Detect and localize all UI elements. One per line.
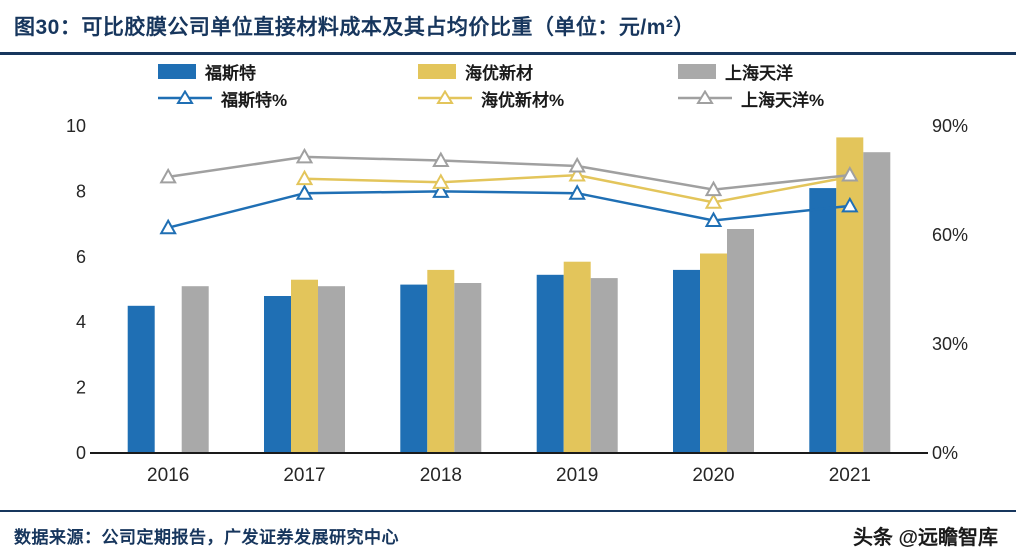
legend-line-marker-icon bbox=[158, 90, 212, 104]
bar-福斯特-2020 bbox=[673, 269, 700, 453]
triangle-marker-icon bbox=[568, 156, 586, 173]
triangle-marker-icon bbox=[295, 147, 314, 164]
legend-item-line-2: 上海天洋% bbox=[678, 88, 938, 110]
bar-海优新材-2018 bbox=[427, 269, 455, 453]
bar-上海天洋-2016 bbox=[181, 286, 209, 453]
footer-rule bbox=[0, 510, 1016, 512]
triangle-marker-icon bbox=[568, 184, 586, 200]
legend-label: 福斯特% bbox=[221, 90, 288, 110]
bar-上海天洋-2019 bbox=[590, 278, 618, 453]
bar-海优新材-2020 bbox=[700, 253, 727, 453]
bar-福斯特-2016 bbox=[127, 305, 155, 453]
triangle-marker-icon bbox=[432, 173, 450, 189]
triangle-marker-icon bbox=[704, 211, 723, 227]
axis-label: 10 bbox=[66, 116, 86, 136]
axis-label: 2019 bbox=[556, 465, 598, 486]
bar-海优新材-2021 bbox=[836, 137, 864, 453]
bar-福斯特-2018 bbox=[400, 284, 428, 453]
axis-label: 6 bbox=[76, 247, 86, 267]
legend-label: 上海天洋% bbox=[741, 90, 825, 110]
triangle-marker-icon bbox=[159, 167, 177, 184]
line-福斯特% bbox=[167, 190, 850, 229]
legend-line-marker-icon bbox=[418, 90, 472, 104]
axis-label: 30% bbox=[932, 334, 968, 354]
data-source: 数据来源：公司定期报告，广发证券发展研究中心 bbox=[14, 528, 399, 547]
legend-label: 海优新材% bbox=[481, 90, 565, 110]
legend-line-marker-icon bbox=[678, 90, 732, 104]
legend-item-line-1: 海优新材% bbox=[418, 88, 678, 110]
legend-item-bar-0: 福斯特 bbox=[158, 61, 418, 83]
triangle-marker-icon bbox=[704, 180, 723, 197]
chart-legend: 福斯特 海优新材 上海天洋 福斯特% 海优新材% 上海天洋% bbox=[158, 61, 1016, 110]
axis-label: 2018 bbox=[420, 465, 462, 486]
combo-chart: 0 2 4 6 8 10 0% 30% 60% 90% 2016 2017 2018 2019 2020 20… bbox=[66, 116, 968, 486]
legend-bar-swatch bbox=[418, 63, 456, 79]
axis-label: 60% bbox=[932, 225, 968, 245]
legend-bar-swatch bbox=[678, 63, 716, 79]
legend-bar-swatch bbox=[158, 63, 196, 79]
bar-上海天洋-2021 bbox=[863, 152, 891, 453]
axis-label: 2021 bbox=[829, 465, 871, 486]
axis-label: 0 bbox=[76, 443, 86, 463]
axis-label: 0% bbox=[932, 443, 958, 463]
legend-label: 上海天洋 bbox=[725, 63, 793, 83]
axis-label: 2017 bbox=[283, 465, 325, 486]
triangle-marker-icon bbox=[295, 169, 314, 186]
chart-area: 0 2 4 6 8 10 0% 30% 60% 90% 2016 2017 2018 2019 2020 20… bbox=[0, 108, 1016, 490]
bar-上海天洋-2018 bbox=[454, 283, 482, 453]
axis-label: 2016 bbox=[147, 465, 189, 486]
axis-label: 8 bbox=[76, 181, 86, 201]
figure-footer: 数据来源：公司定期报告，广发证券发展研究中心 头条 @远瞻智库 bbox=[0, 510, 1016, 560]
triangle-marker-icon bbox=[704, 193, 723, 209]
axis-label: 2 bbox=[76, 378, 86, 398]
axis-label: 4 bbox=[76, 312, 86, 332]
legend-item-bar-2: 上海天洋 bbox=[678, 61, 938, 83]
axis-label: 2020 bbox=[692, 465, 734, 486]
axis-label: 90% bbox=[932, 116, 968, 136]
bar-福斯特-2019 bbox=[536, 274, 564, 453]
bar-福斯特-2021 bbox=[809, 188, 837, 453]
bar-上海天洋-2017 bbox=[318, 286, 345, 453]
legend-item-line-0: 福斯特% bbox=[158, 88, 418, 110]
legend-label: 福斯特 bbox=[205, 63, 256, 83]
title-rule bbox=[0, 52, 1016, 55]
watermark: 头条 @远瞻智库 bbox=[852, 527, 998, 549]
bar-上海天洋-2020 bbox=[727, 229, 754, 453]
legend-label: 海优新材 bbox=[465, 63, 533, 83]
legend-triangle-icon bbox=[176, 90, 194, 104]
triangle-marker-icon bbox=[159, 218, 177, 235]
bar-海优新材-2019 bbox=[563, 261, 591, 453]
triangle-marker-icon bbox=[432, 151, 450, 168]
triangle-marker-icon bbox=[841, 196, 859, 213]
bar-福斯特-2017 bbox=[264, 296, 291, 453]
triangle-marker-icon bbox=[295, 184, 314, 200]
triangle-marker-icon bbox=[841, 166, 859, 182]
legend-triangle-icon bbox=[436, 90, 454, 104]
bar-海优新材-2017 bbox=[291, 279, 318, 453]
figure-header: 图30：可比胶膜公司单位直接材料成本及其占均价比重（单位：元/m²） bbox=[0, 0, 1016, 52]
line-上海天洋% bbox=[168, 155, 850, 191]
triangle-marker-icon bbox=[568, 166, 586, 182]
legend-item-bar-1: 海优新材 bbox=[418, 61, 678, 83]
legend-triangle-icon bbox=[696, 90, 714, 104]
page-title: 图30：可比胶膜公司单位直接材料成本及其占均价比重（单位：元/m²） bbox=[14, 16, 695, 39]
triangle-marker-icon bbox=[432, 182, 450, 198]
